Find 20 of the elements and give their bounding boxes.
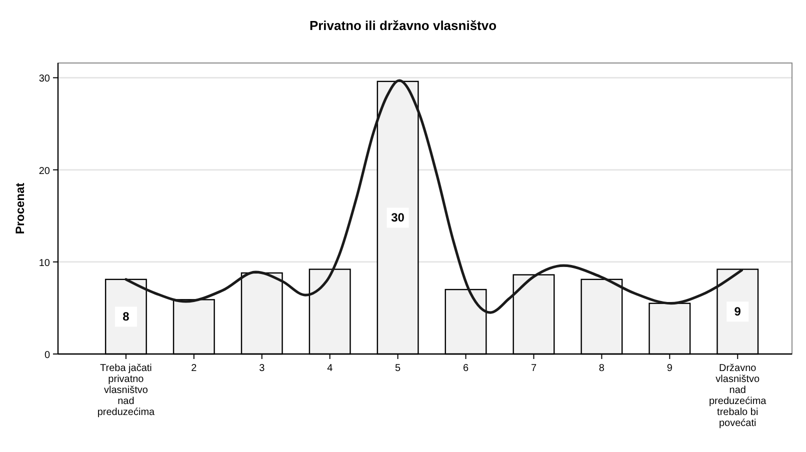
x-tick-label: 4 [327, 363, 334, 374]
x-tick-label: Treba jačati privatno vlasništvo nad preduzećima [97, 363, 156, 418]
x-tick-label: Državno vlasništvo nad preduzećima trebalo bi povećati [708, 363, 767, 429]
line-series [124, 79, 744, 314]
chart-title: Privatno ili državno vlasništvo [309, 18, 497, 33]
data-label: 9 [734, 304, 742, 319]
x-tick-label: 5 [395, 363, 402, 374]
x-tick-label: 2 [191, 363, 198, 374]
y-tick-label: 0 [44, 350, 50, 361]
x-tick-label: 3 [259, 363, 266, 374]
x-tick-label: 6 [462, 363, 469, 374]
x-tick-label: 8 [598, 363, 605, 374]
data-label: 8 [122, 310, 130, 324]
x-tick-label: 7 [530, 363, 537, 374]
y-tick-label: 10 [38, 258, 50, 269]
y-tick-label: 20 [38, 166, 50, 177]
y-tick-label: 30 [38, 74, 50, 85]
y-axis-title: Procenat [13, 182, 27, 234]
x-tick-label: 9 [666, 363, 673, 374]
data-label: 30 [391, 210, 405, 225]
